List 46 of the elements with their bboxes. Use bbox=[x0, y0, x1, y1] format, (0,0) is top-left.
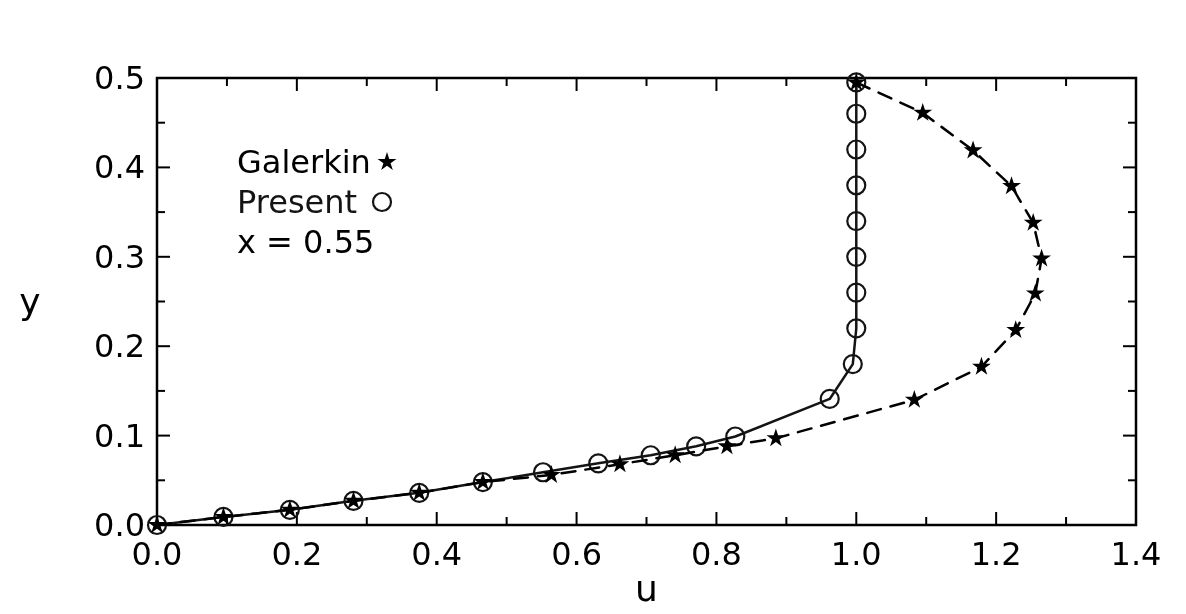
point bbox=[842, 353, 863, 375]
legend-label: Present bbox=[237, 183, 358, 221]
point bbox=[846, 175, 867, 196]
point bbox=[846, 139, 867, 160]
point bbox=[846, 210, 867, 232]
point bbox=[846, 103, 867, 124]
point bbox=[541, 465, 561, 483]
y-tick-label: 0.1 bbox=[94, 416, 145, 455]
x-tick-label: 0.6 bbox=[551, 535, 603, 573]
x-tick-label: 1.4 bbox=[1110, 535, 1162, 573]
point bbox=[819, 388, 840, 410]
point bbox=[846, 282, 867, 303]
point bbox=[1032, 248, 1052, 267]
annotation: x = 0.55 bbox=[237, 223, 375, 261]
point bbox=[725, 426, 746, 447]
y-tick-label: 0.2 bbox=[94, 327, 145, 366]
point bbox=[1006, 320, 1026, 339]
point bbox=[963, 140, 983, 159]
x-tick-label: 1.2 bbox=[970, 535, 1022, 573]
y-tick-label: 0.3 bbox=[94, 237, 145, 276]
point bbox=[913, 102, 933, 121]
x-tick-label: 0.8 bbox=[690, 535, 742, 573]
point bbox=[1002, 176, 1021, 195]
point bbox=[610, 454, 630, 473]
point bbox=[717, 436, 737, 455]
y-axis-title: y bbox=[19, 280, 41, 322]
y-tick-label: 0.5 bbox=[94, 59, 145, 97]
point bbox=[846, 246, 867, 267]
point bbox=[766, 428, 786, 447]
point bbox=[846, 318, 867, 339]
y-tick-label: 0.4 bbox=[94, 148, 145, 187]
point bbox=[1025, 283, 1045, 302]
point bbox=[665, 445, 685, 464]
x-tick-label: 0.0 bbox=[131, 535, 183, 573]
x-tick-label: 0.2 bbox=[271, 535, 323, 573]
point bbox=[686, 436, 707, 457]
x-tick-label: 1.0 bbox=[830, 535, 882, 573]
point bbox=[532, 462, 554, 483]
point bbox=[1023, 212, 1043, 231]
point bbox=[640, 445, 661, 466]
point bbox=[904, 389, 924, 408]
legend-label: Galerkin bbox=[237, 143, 371, 181]
x-tick-label: 0.4 bbox=[411, 535, 463, 573]
point bbox=[972, 356, 991, 375]
point bbox=[588, 453, 609, 474]
x-axis-title: u bbox=[635, 568, 658, 609]
